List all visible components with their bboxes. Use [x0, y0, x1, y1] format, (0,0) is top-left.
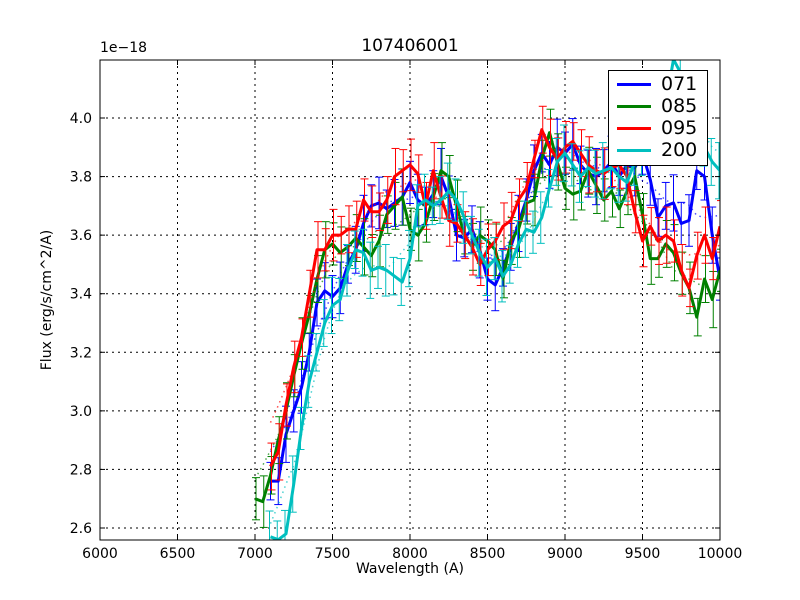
svg-text:6000: 6000: [82, 546, 118, 562]
legend-item-200: 200: [617, 139, 697, 161]
svg-text:4.0: 4.0: [70, 111, 92, 127]
svg-text:2.8: 2.8: [70, 462, 92, 478]
y-offset-label: 1e−18: [100, 40, 148, 56]
svg-text:8000: 8000: [392, 546, 428, 562]
legend-label: 095: [661, 117, 698, 139]
svg-text:3.8: 3.8: [70, 170, 92, 186]
legend-label: 071: [661, 73, 698, 95]
x-axis-label: Wavelength (A): [355, 561, 464, 577]
svg-text:3.2: 3.2: [70, 345, 92, 361]
legend-item-085: 085: [617, 95, 697, 117]
svg-text:3.0: 3.0: [70, 404, 92, 420]
legend-item-071: 071: [617, 73, 697, 95]
legend-label: 200: [661, 139, 698, 161]
svg-text:8500: 8500: [470, 546, 506, 562]
legend-swatch-095: [617, 126, 651, 130]
svg-text:6500: 6500: [160, 546, 196, 562]
legend-item-095: 095: [617, 117, 697, 139]
svg-text:3.6: 3.6: [70, 228, 92, 244]
svg-text:9500: 9500: [625, 546, 661, 562]
svg-text:10000: 10000: [698, 546, 743, 562]
svg-text:7500: 7500: [315, 546, 351, 562]
svg-text:7000: 7000: [237, 546, 273, 562]
data-series: [252, 60, 720, 540]
legend-swatch-071: [617, 82, 651, 86]
axis-ticks: 6000 6500 7000 7500 8000 8500 9000 9500 10000 2.6…: [70, 60, 743, 562]
legend-swatch-200: [617, 148, 651, 152]
legend: 071 085 095 200: [608, 70, 708, 166]
y-axis-label: Flux (erg/s/cm^2/A): [39, 229, 55, 371]
svg-text:9000: 9000: [547, 546, 583, 562]
legend-swatch-085: [617, 104, 651, 108]
svg-text:2.6: 2.6: [70, 521, 92, 537]
svg-text:3.4: 3.4: [70, 287, 92, 303]
legend-label: 085: [661, 95, 698, 117]
chart-title: 107406001: [361, 36, 459, 56]
